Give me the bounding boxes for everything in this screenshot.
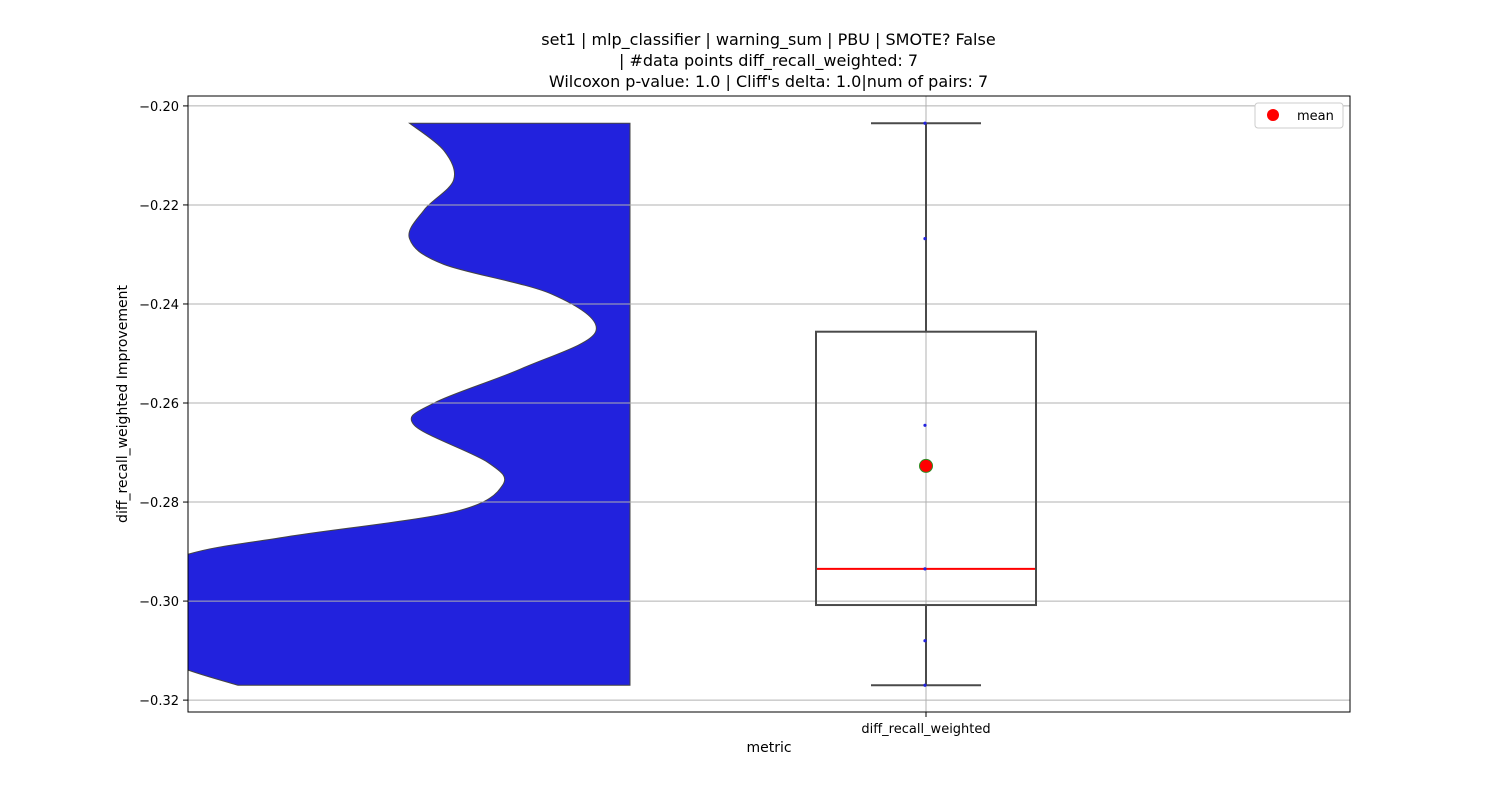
violin-body [188, 122, 631, 686]
legend-mean-label: mean [1297, 109, 1334, 124]
mean-marker [919, 458, 933, 473]
chart-title-line-3: Wilcoxon p-value: 1.0 | Cliff's delta: 1… [548, 72, 989, 91]
x-tick-label: diff_recall_weighted [861, 722, 990, 737]
legend-mean-marker [1267, 109, 1279, 121]
data-points [919, 121, 933, 687]
y-axis-label: diff_recall_weighted Improvement [115, 285, 131, 523]
legend-frame [1254, 102, 1344, 129]
data-point [923, 237, 927, 241]
data-point [923, 423, 927, 427]
y-tick-label: −0.26 [139, 397, 179, 412]
box-iqr [815, 330, 1037, 607]
y-tick-label: −0.22 [139, 199, 179, 214]
y-tick-label: −0.32 [139, 694, 179, 709]
y-tick-label: −0.20 [139, 100, 179, 115]
chart-title-line-1: set1 | mlp_classifier | warning_sum | PB… [541, 30, 996, 49]
data-point [923, 639, 927, 643]
data-point [923, 121, 927, 125]
legend: mean [1254, 102, 1344, 129]
chart-title-line-2: | #data points diff_recall_weighted: 7 [618, 51, 919, 70]
data-point [923, 683, 927, 687]
plot-frame [187, 95, 1351, 713]
x-axis: diff_recall_weighted [861, 712, 991, 737]
violin-layer [188, 122, 631, 686]
y-tick-label: −0.30 [139, 595, 179, 610]
data-point [923, 567, 927, 571]
y-tick-label: −0.24 [139, 298, 179, 313]
y-tick-label: −0.28 [139, 496, 179, 511]
x-axis-label: metric [746, 740, 791, 756]
y-axis: −0.20 −0.22 −0.24 −0.26 −0.28 −0.30 −0.32 [139, 100, 188, 709]
